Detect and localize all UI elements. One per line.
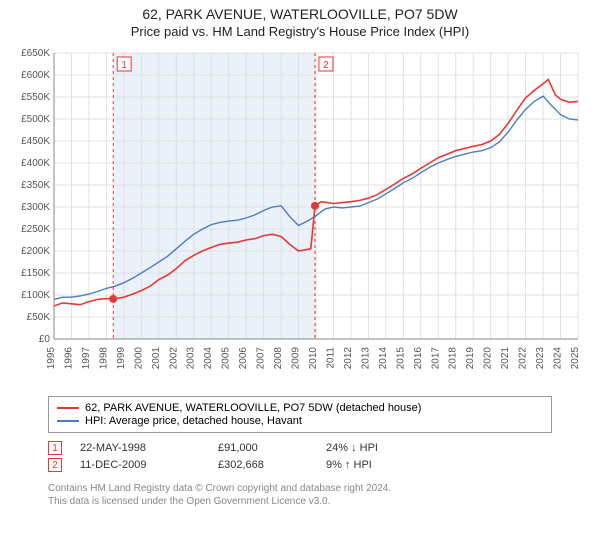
event-marker-num: 2 bbox=[323, 60, 329, 71]
x-tick-label: 1996 bbox=[63, 347, 74, 370]
event-price: £302,668 bbox=[218, 459, 308, 471]
x-tick-label: 2000 bbox=[133, 347, 144, 370]
legend-label: 62, PARK AVENUE, WATERLOOVILLE, PO7 5DW … bbox=[85, 402, 421, 414]
y-tick-label: £600K bbox=[21, 70, 50, 81]
event-row: 1 22-MAY-1998 £91,000 24% ↓ HPI bbox=[48, 441, 552, 455]
event-marker: 2 bbox=[48, 458, 62, 472]
legend-swatch bbox=[57, 407, 79, 409]
legend-row: HPI: Average price, detached house, Hava… bbox=[57, 415, 543, 427]
y-tick-label: £350K bbox=[21, 180, 50, 191]
x-tick-label: 2024 bbox=[553, 347, 564, 370]
x-tick-label: 2021 bbox=[500, 347, 511, 370]
y-tick-label: £650K bbox=[21, 48, 50, 59]
x-tick-label: 2009 bbox=[291, 347, 302, 370]
footer-line-1: Contains HM Land Registry data © Crown c… bbox=[48, 482, 552, 495]
x-tick-label: 2016 bbox=[413, 347, 424, 370]
footer-line-2: This data is licensed under the Open Gov… bbox=[48, 495, 552, 508]
event-date: 22-MAY-1998 bbox=[80, 442, 200, 454]
price-chart: £0 £50K £100K £150K £200K £250K £300K £350K £400… bbox=[8, 45, 592, 390]
x-tick-label: 2020 bbox=[483, 347, 494, 370]
y-tick-label: £50K bbox=[27, 312, 51, 323]
y-tick-label: £450K bbox=[21, 136, 50, 147]
y-tick-label: £400K bbox=[21, 158, 50, 169]
event-price: £91,000 bbox=[218, 442, 308, 454]
event-date: 11-DEC-2009 bbox=[80, 459, 200, 471]
y-tick-label: £0 bbox=[39, 334, 51, 345]
y-tick-label: £150K bbox=[21, 268, 50, 279]
x-tick-label: 2025 bbox=[570, 347, 581, 370]
x-tick-label: 2005 bbox=[221, 347, 232, 370]
x-tick-label: 2013 bbox=[360, 347, 371, 370]
x-tick-label: 2001 bbox=[151, 347, 162, 370]
event-marker-num: 1 bbox=[121, 60, 127, 71]
x-tick-label: 2022 bbox=[518, 347, 529, 370]
y-tick-label: £100K bbox=[21, 290, 50, 301]
x-tick-label: 2023 bbox=[535, 347, 546, 370]
page-subtitle: Price paid vs. HM Land Registry's House … bbox=[8, 24, 592, 39]
x-tick-label: 2008 bbox=[273, 347, 284, 370]
event-marker: 1 bbox=[48, 441, 62, 455]
chart-svg: £0 £50K £100K £150K £200K £250K £300K £350K £400… bbox=[8, 45, 592, 385]
y-tick-label: £550K bbox=[21, 92, 50, 103]
event-point bbox=[311, 202, 319, 210]
event-point bbox=[109, 295, 117, 303]
legend-label: HPI: Average price, detached house, Hava… bbox=[85, 415, 302, 427]
x-tick-label: 2018 bbox=[448, 347, 459, 370]
legend-swatch bbox=[57, 420, 79, 422]
x-tick-label: 2007 bbox=[256, 347, 267, 370]
x-tick-label: 1995 bbox=[46, 347, 57, 370]
x-tick-label: 2017 bbox=[430, 347, 441, 370]
x-tick-label: 2011 bbox=[325, 347, 336, 369]
x-tick-label: 1999 bbox=[116, 347, 127, 370]
x-tick-label: 2010 bbox=[308, 347, 319, 370]
legend: 62, PARK AVENUE, WATERLOOVILLE, PO7 5DW … bbox=[48, 396, 552, 433]
x-tick-label: 2004 bbox=[203, 347, 214, 370]
y-tick-label: £200K bbox=[21, 246, 50, 257]
y-tick-label: £300K bbox=[21, 202, 50, 213]
legend-row: 62, PARK AVENUE, WATERLOOVILLE, PO7 5DW … bbox=[57, 402, 543, 414]
event-list: 1 22-MAY-1998 £91,000 24% ↓ HPI 2 11-DEC-2009… bbox=[48, 441, 552, 472]
x-tick-label: 2012 bbox=[343, 347, 354, 370]
event-delta: 24% ↓ HPI bbox=[326, 442, 378, 454]
y-tick-label: £500K bbox=[21, 114, 50, 125]
x-tick-label: 1998 bbox=[98, 347, 109, 370]
x-tick-label: 2019 bbox=[465, 347, 476, 370]
x-tick-label: 2015 bbox=[395, 347, 406, 370]
x-tick-label: 2002 bbox=[168, 347, 179, 370]
page-title: 62, PARK AVENUE, WATERLOOVILLE, PO7 5DW bbox=[8, 6, 592, 22]
event-row: 2 11-DEC-2009 £302,668 9% ↑ HPI bbox=[48, 458, 552, 472]
x-tick-label: 2006 bbox=[238, 347, 249, 370]
shade-band bbox=[113, 53, 315, 339]
event-delta: 9% ↑ HPI bbox=[326, 459, 372, 471]
footer-attribution: Contains HM Land Registry data © Crown c… bbox=[48, 482, 552, 508]
y-tick-label: £250K bbox=[21, 224, 50, 235]
x-tick-label: 2003 bbox=[186, 347, 197, 370]
x-tick-label: 1997 bbox=[81, 347, 92, 370]
x-tick-label: 2014 bbox=[378, 347, 389, 370]
